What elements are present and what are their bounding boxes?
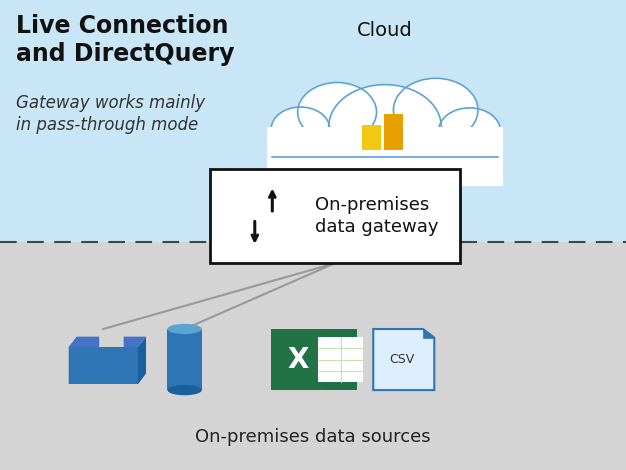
FancyBboxPatch shape [267,127,503,186]
FancyBboxPatch shape [167,329,202,390]
FancyBboxPatch shape [271,329,324,390]
FancyBboxPatch shape [0,0,626,242]
Circle shape [271,107,330,151]
Circle shape [393,78,478,142]
Text: On-premises
data gateway: On-premises data gateway [315,196,438,236]
FancyBboxPatch shape [384,113,403,149]
Polygon shape [423,329,434,337]
FancyBboxPatch shape [318,337,363,383]
Circle shape [438,108,501,154]
Polygon shape [373,329,434,390]
Circle shape [298,83,376,142]
Text: X: X [287,345,309,374]
FancyBboxPatch shape [0,242,626,470]
Polygon shape [69,373,146,384]
Text: Gateway works mainly
in pass-through mode: Gateway works mainly in pass-through mod… [16,94,205,134]
Polygon shape [138,337,146,384]
Text: Live Connection
and DirectQuery: Live Connection and DirectQuery [16,14,234,66]
FancyBboxPatch shape [362,125,381,149]
Circle shape [348,129,422,184]
Polygon shape [69,347,138,384]
Text: Cloud: Cloud [357,21,413,40]
Text: On-premises data sources: On-premises data sources [195,428,431,446]
Ellipse shape [167,324,202,334]
FancyBboxPatch shape [210,169,460,263]
Polygon shape [69,337,99,347]
Text: CSV: CSV [389,353,414,366]
Ellipse shape [167,385,202,395]
Polygon shape [69,337,77,384]
Circle shape [329,85,441,169]
FancyBboxPatch shape [304,329,357,390]
Polygon shape [124,337,146,347]
